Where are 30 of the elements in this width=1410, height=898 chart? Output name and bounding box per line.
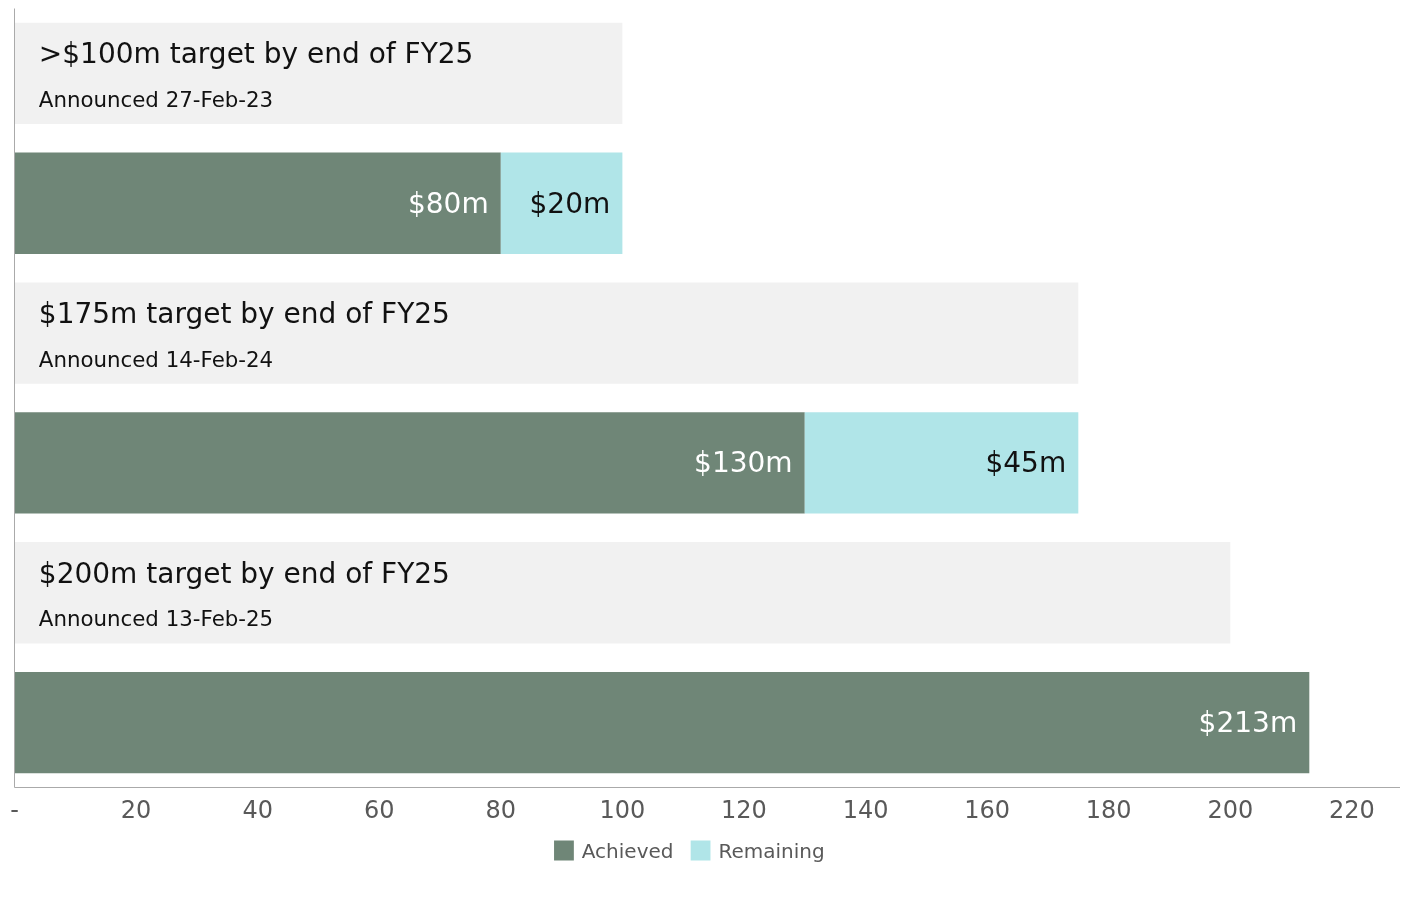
bar	[14, 542, 1231, 644]
bar	[500, 152, 623, 254]
data-label: $80m	[407, 186, 489, 220]
bar	[804, 412, 1079, 514]
legend-label: Achieved	[581, 838, 674, 863]
x-tick-label: 60	[363, 795, 395, 824]
x-tick-label: 180	[1085, 795, 1132, 824]
x-tick-label: 160	[964, 795, 1011, 824]
x-tick-label: 40	[242, 795, 273, 824]
x-tick-label: 120	[721, 795, 767, 824]
annotation: $175m target by end of FY25 Announced 14-Feb-24	[38, 297, 450, 372]
bar	[14, 282, 1079, 384]
data-label: $20m	[529, 186, 611, 220]
x-tick-label: 140	[842, 795, 889, 824]
x-tick-label: 220	[1328, 795, 1375, 824]
data-label: $130m	[694, 446, 793, 480]
bar	[14, 152, 501, 254]
x-tick-label: 100	[599, 795, 646, 824]
x-tick-label: -	[10, 795, 19, 824]
annotation: $200m target by end of FY25 Announced 13-Feb-25	[38, 556, 450, 632]
x-tick-label: 20	[120, 795, 152, 824]
x-tick-label: 80	[485, 795, 517, 824]
data-label: $45m	[985, 446, 1067, 480]
annotation: >$100m target by end of FY25 Announced 27-Feb-23	[38, 37, 474, 112]
bar	[14, 412, 805, 514]
data-label: $213m	[1198, 706, 1298, 740]
bar	[14, 671, 1310, 774]
bar	[14, 22, 623, 125]
x-tick-label: 200	[1207, 795, 1254, 824]
legend-label: Remaining	[718, 838, 825, 863]
